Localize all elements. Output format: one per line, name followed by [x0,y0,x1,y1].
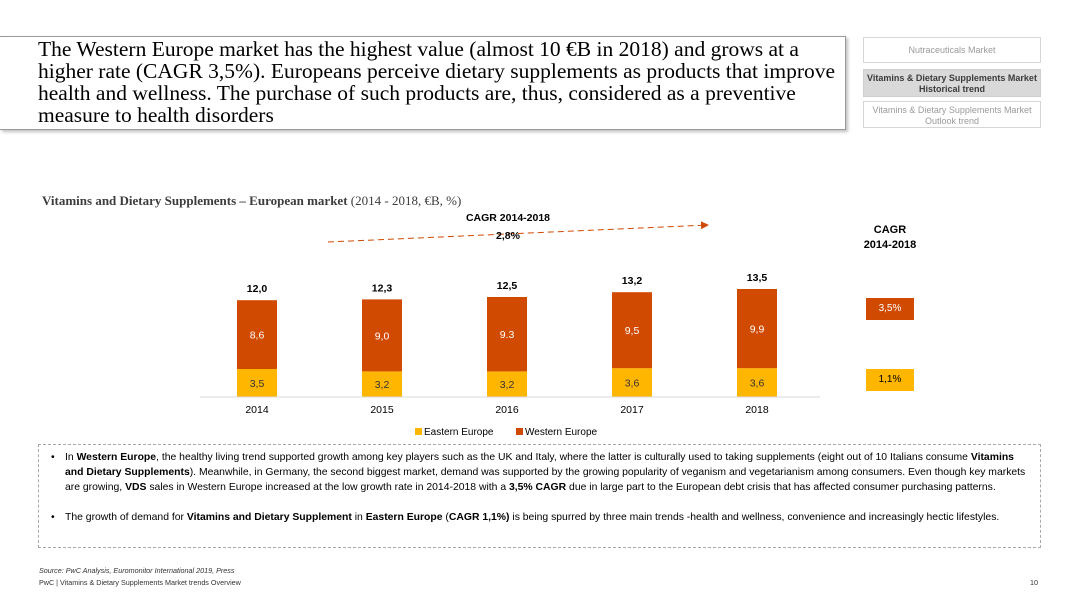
bullet-bold-text: Eastern Europe [365,511,443,523]
bullet-eastern-europe: The growth of demand for Vitamins and Di… [51,510,1028,525]
nav-label: Nutraceuticals Market [908,45,996,55]
bullet-text: in [351,511,366,523]
legend-swatch-eastern [415,428,422,435]
bar-value-label: 8,6 [250,330,265,342]
cagr-eastern-box: 1,1% [866,369,914,391]
legend: Eastern Europe Western Europe [415,427,598,438]
bar-value-label: 3,6 [750,378,765,390]
x-tick-label: 2017 [620,404,644,416]
source-note: Source: PwC Analysis, Euromonitor Intern… [39,566,235,575]
bullet-bold-text: Vitamins and Dietary Supplements [65,452,1014,479]
stacked-bar-chart: 3,5 8,6 12,0 2014 3,2 9,0 12,3 2015 3,2 9.3 12,5 20… [200,212,820,438]
bar-eastern-2014 [237,369,277,397]
nav-nutraceuticals-market[interactable]: Nutraceuticals Market [863,37,1041,63]
x-tick-label: 2018 [745,404,769,416]
cagr-arrow-label: CAGR 2014-2018 [466,212,550,224]
cagr-arrow [327,221,709,243]
bar-western-2018 [737,289,777,369]
bar-value-label: 3,2 [375,379,390,391]
bullet-text: The growth of demand for [65,511,187,523]
bar-western-2014 [237,300,277,369]
bullet-bold-text: VDS [125,482,147,494]
x-tick-label: 2015 [370,404,394,416]
bar-eastern-2018 [737,368,777,397]
nav-label: Historical trend [918,84,985,94]
bar-total-label: 13,2 [622,275,643,287]
bullet-text: ( [442,511,449,523]
legend-swatch-western [516,428,523,435]
bullet-bold-text: Western Europe [76,452,157,463]
cagr-side-heading: CAGR 2014-2018 [850,223,930,253]
footer: PwC | Vitamins & Dietary Supplements Mar… [39,578,241,587]
nav-vds-outlook-trend[interactable]: Vitamins & Dietary Supplements Market Ou… [863,101,1041,128]
bullet-bold-text: Vitamins and Dietary Supplement [186,511,352,523]
bar-value-label: 3,5 [250,378,265,390]
nav-vds-historical-trend[interactable]: Vitamins & Dietary Supplements Market Hi… [863,69,1041,97]
bar-western-2015 [362,299,402,372]
cagr-western-box: 3,5% [866,298,914,320]
x-tick-label: 2016 [495,404,519,416]
bar-value-label: 9,9 [750,324,765,336]
bullet-text: sales in Western Europe increased at the… [146,482,509,494]
commentary-box: In Western Europe, the healthy living tr… [38,444,1041,548]
bar-eastern-2017 [612,368,652,397]
bar-eastern-2015 [362,371,402,397]
bullet-bold-text: CAGR 1,1%) [448,511,510,523]
headline-box [0,36,846,130]
x-tick-label: 2014 [245,404,269,416]
bar-total-label: 12,3 [372,282,393,294]
bar-value-label: 9.3 [500,329,515,341]
bullet-text: due in large part to the European debt c… [566,482,996,494]
chart-title: Vitamins and Dietary Supplements – Europ… [42,193,461,209]
bar-value-label: 3,6 [625,378,640,390]
bullet-western-europe: In Western Europe, the healthy living tr… [51,450,1028,496]
cagr-arrow-value: 2,8% [496,230,521,242]
bullet-text: In [65,452,77,463]
bullet-bold-text: 3,5% CAGR [508,482,567,494]
bullet-text: is being spurred by three main trends -h… [509,511,1000,523]
bar-total-label: 12,5 [497,280,518,292]
nav-label: Vitamins & Dietary Supplements Market [872,105,1032,115]
bar-total-label: 13,5 [747,272,768,284]
bar-value-label: 9,5 [625,325,640,337]
legend-label-eastern: Eastern Europe [424,427,494,438]
nav-label: Vitamins & Dietary Supplements Market [867,73,1037,83]
cagr-side-heading-line1: CAGR [873,224,907,236]
bar-western-2016 [487,297,527,372]
bar-value-label: 9,0 [375,330,390,342]
cagr-side-heading-line2: 2014-2018 [863,239,917,251]
bar-total-label: 12,0 [247,283,268,295]
legend-label-western: Western Europe [525,427,598,438]
chart-title-rest: (2014 - 2018, €B, %) [347,193,462,208]
bar-eastern-2016 [487,371,527,397]
bar-value-label: 3,2 [500,379,515,391]
page-number: 10 [1030,578,1038,587]
nav-label: Outlook trend [924,116,980,126]
bullet-text: ). Meanwhile, in Germany, the second big… [65,467,1026,494]
chart-title-bold: Vitamins and Dietary Supplements – Europ… [42,193,348,208]
bar-western-2017 [612,292,652,369]
bullet-text: , the healthy living trend supported gro… [156,452,971,463]
headline: The Western Europe market has the highes… [38,37,836,127]
